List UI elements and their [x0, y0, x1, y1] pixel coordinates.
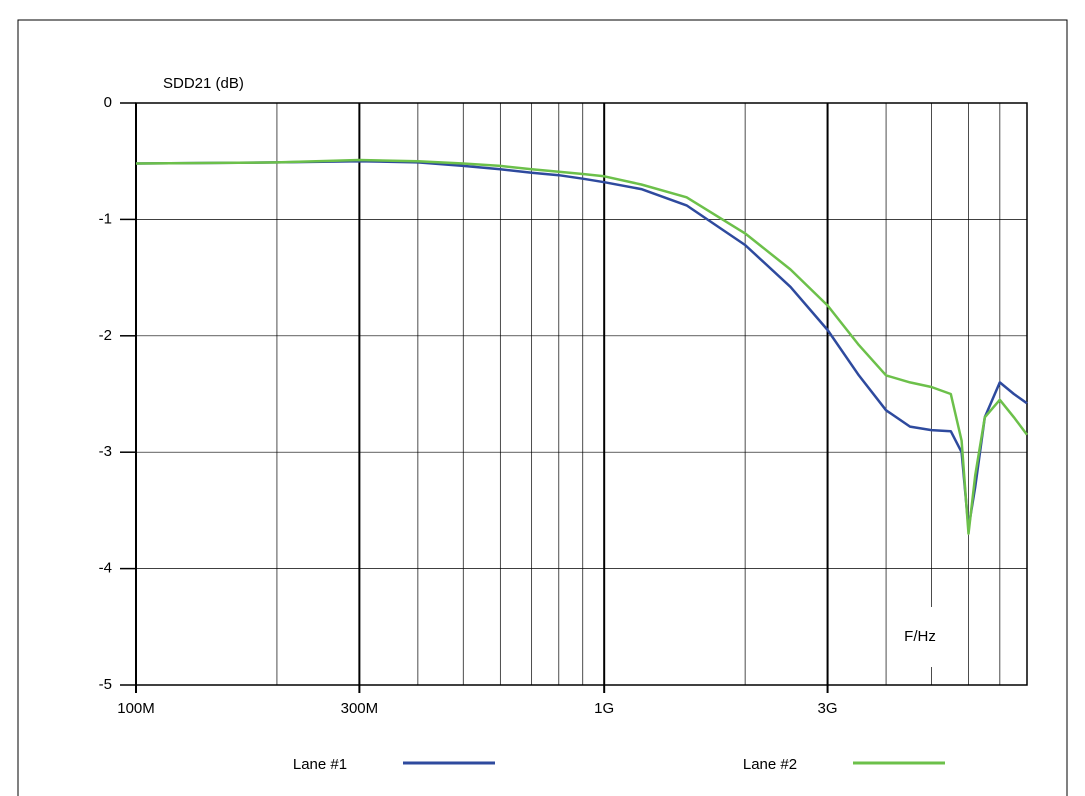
y-axis-label: SDD21 (dB) [163, 75, 244, 92]
y-tick-label: 0 [104, 94, 112, 111]
legend-label: Lane #1 [293, 756, 347, 773]
plot-area [135, 102, 1028, 686]
y-tick-label: -5 [99, 676, 112, 693]
x-tick-label: 300M [341, 700, 379, 717]
x-tick-label: 3G [818, 700, 838, 717]
y-tick-label: -4 [99, 560, 112, 577]
y-tick-label: -3 [99, 443, 112, 460]
legend-label: Lane #2 [743, 756, 797, 773]
x-tick-label: 100M [117, 700, 155, 717]
frame [17, 19, 1068, 796]
y-tick-label: -1 [99, 210, 112, 227]
x-annotation: F/Hz [904, 628, 936, 645]
data-line [135, 158, 1028, 535]
x-tick-label: 1G [594, 700, 614, 717]
y-tick-label: -2 [99, 327, 112, 344]
annotation-box [887, 607, 963, 667]
